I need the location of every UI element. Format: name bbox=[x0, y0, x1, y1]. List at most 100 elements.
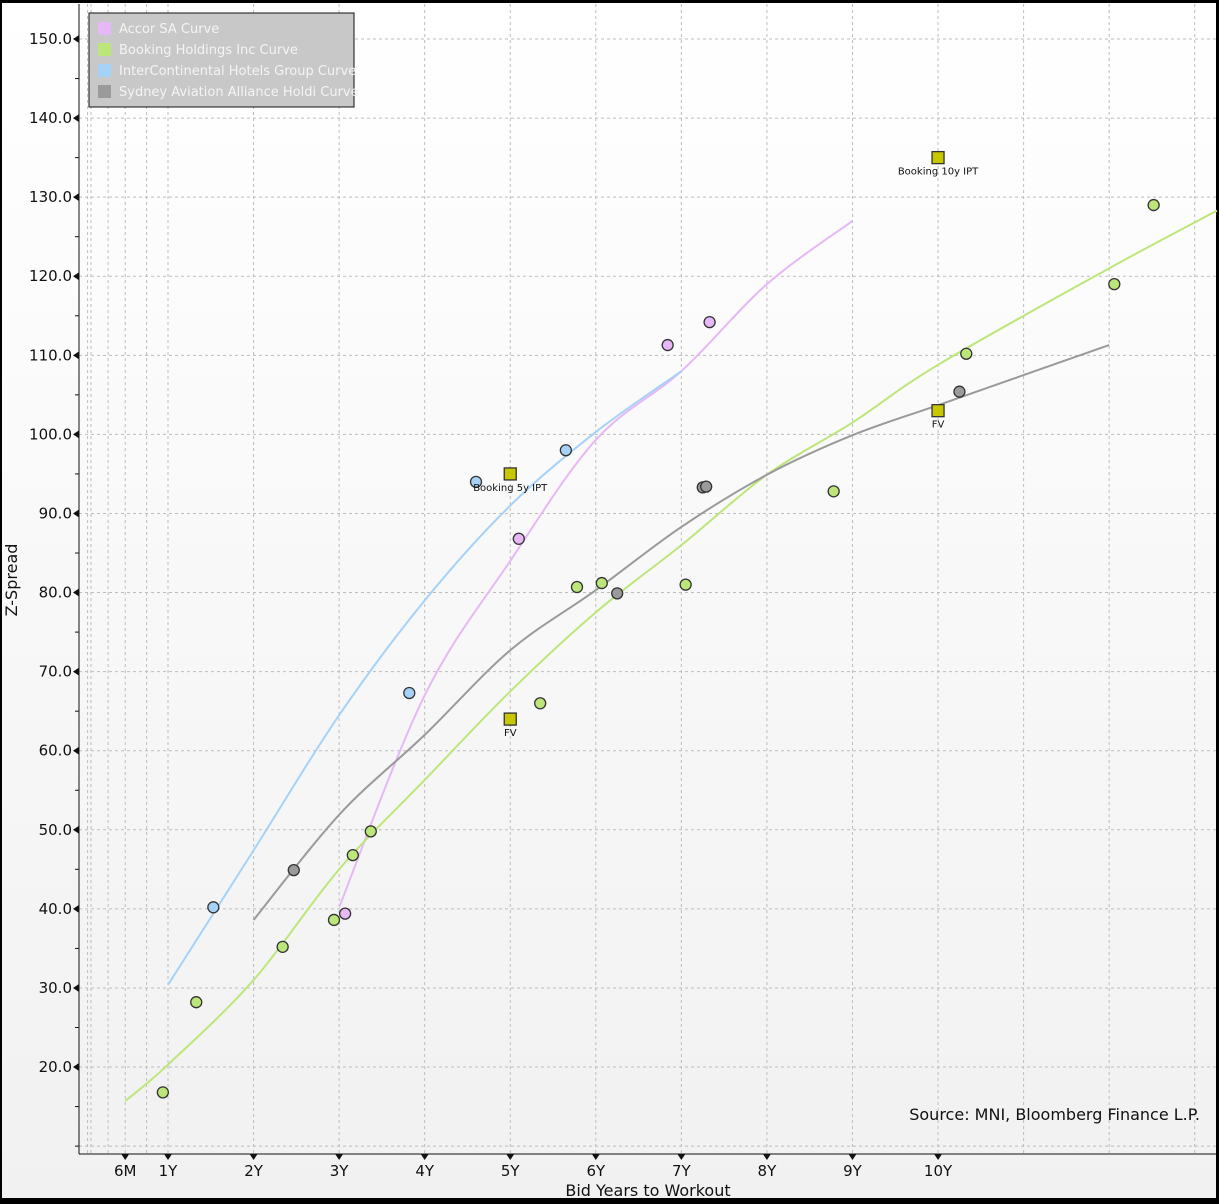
data-point bbox=[512, 532, 525, 545]
curves bbox=[124, 209, 1218, 1102]
y-tick-mark bbox=[73, 904, 79, 913]
legend-swatch bbox=[98, 43, 111, 56]
data-point bbox=[287, 863, 300, 877]
y-tick-mark bbox=[73, 667, 79, 676]
y-tick-label: 60.0 bbox=[39, 742, 72, 760]
data-point bbox=[953, 385, 966, 398]
y-tick-label: 90.0 bbox=[39, 504, 72, 522]
x-tick-label: 2Y bbox=[244, 1162, 264, 1180]
y-tick-label: 80.0 bbox=[39, 584, 72, 602]
x-tick-label: 1Y bbox=[159, 1162, 179, 1180]
series-curve bbox=[124, 209, 1218, 1102]
y-tick-label: 40.0 bbox=[39, 900, 72, 918]
y-axis-title: Z-Spread bbox=[2, 544, 21, 617]
x-tick-label: 7Y bbox=[672, 1162, 692, 1180]
x-tick-mark bbox=[848, 1154, 857, 1160]
marker-label: FV bbox=[504, 728, 517, 739]
data-point bbox=[679, 578, 692, 591]
y-tick-mark bbox=[73, 351, 79, 360]
data-point bbox=[661, 338, 674, 352]
y-tick-label: 110.0 bbox=[29, 346, 72, 364]
legend-label: Sydney Aviation Alliance Holdi Curve bbox=[119, 85, 359, 100]
data-point bbox=[276, 940, 289, 953]
data-point bbox=[156, 1086, 170, 1099]
x-tick-mark bbox=[677, 1154, 686, 1160]
x-tick-mark bbox=[164, 1154, 172, 1160]
data-point bbox=[1108, 277, 1121, 291]
marker-label: FV bbox=[932, 420, 945, 431]
y-tick-label: 100.0 bbox=[29, 425, 72, 443]
legend-swatch bbox=[98, 85, 111, 98]
data-point bbox=[559, 444, 573, 457]
data-point bbox=[534, 697, 547, 710]
x-tick-label: 6M bbox=[114, 1162, 137, 1180]
legend: Accor SA Curve Booking Holdings Inc Curve… bbox=[88, 12, 359, 108]
x-axis-title: Bid Years to Workout bbox=[565, 1181, 730, 1200]
data-point bbox=[595, 576, 608, 590]
y-tick-label: 140.0 bbox=[29, 109, 72, 127]
x-tick-mark bbox=[934, 1154, 943, 1160]
data-point bbox=[570, 580, 584, 594]
data-point bbox=[346, 848, 359, 862]
data-point bbox=[1147, 198, 1160, 212]
source-note: Source: MNI, Bloomberg Finance L.P. bbox=[909, 1105, 1200, 1124]
x-tick-label: 6Y bbox=[586, 1162, 606, 1180]
y-tick-mark bbox=[73, 193, 79, 202]
data-point bbox=[364, 825, 377, 838]
marker-label: Booking 5y IPT bbox=[473, 483, 548, 494]
legend-label: Booking Holdings Inc Curve bbox=[119, 43, 298, 58]
target-marker bbox=[503, 712, 517, 726]
y-tick-label: 50.0 bbox=[39, 821, 72, 839]
y-tick-label: 150.0 bbox=[29, 30, 72, 48]
y-tick-mark bbox=[73, 1063, 79, 1072]
legend-label: Accor SA Curve bbox=[119, 22, 219, 37]
data-point bbox=[827, 485, 840, 498]
x-tick-mark bbox=[121, 1154, 130, 1160]
series-curve bbox=[338, 220, 854, 908]
series-curve bbox=[167, 370, 682, 986]
y-tick-mark bbox=[73, 272, 79, 281]
y-tick-mark bbox=[73, 983, 79, 992]
y-tick-label: 120.0 bbox=[29, 267, 72, 285]
x-tick-label: 8Y bbox=[758, 1162, 778, 1180]
y-tick-label: 20.0 bbox=[39, 1058, 72, 1076]
data-point bbox=[611, 587, 624, 600]
data-point bbox=[338, 907, 352, 920]
y-tick-label: 130.0 bbox=[29, 188, 72, 206]
x-tick-label: 9Y bbox=[843, 1162, 863, 1180]
x-tick-mark bbox=[591, 1154, 600, 1160]
marker-label: Booking 10y IPT bbox=[898, 167, 979, 178]
target-marker bbox=[503, 467, 517, 481]
y-tick-label: 30.0 bbox=[39, 979, 72, 997]
x-tick-label: 10Y bbox=[924, 1162, 953, 1180]
x-tick-mark bbox=[506, 1154, 515, 1160]
x-tick-label: 5Y bbox=[501, 1162, 521, 1180]
x-tick-label: 3Y bbox=[330, 1162, 350, 1180]
target-marker bbox=[931, 150, 945, 165]
y-tick-mark bbox=[73, 114, 79, 123]
y-tick-mark bbox=[73, 509, 79, 518]
y-tick-mark bbox=[73, 430, 79, 439]
data-point bbox=[190, 996, 203, 1009]
series-curve bbox=[252, 344, 1110, 921]
axes: 20.0 30.0 40.0 50.0 60.0 70.0 80.0 90.0 100.0 110… bbox=[29, 4, 1216, 1180]
data-point bbox=[207, 901, 220, 914]
data-point bbox=[469, 475, 483, 488]
target-marker bbox=[931, 404, 945, 418]
y-tick-mark bbox=[73, 588, 79, 597]
x-tick-mark bbox=[420, 1154, 429, 1160]
data-point bbox=[403, 686, 416, 700]
x-tick-label: 4Y bbox=[415, 1162, 435, 1180]
y-tick-mark bbox=[73, 35, 79, 43]
x-tick-mark bbox=[762, 1154, 771, 1160]
legend-label: InterContinental Hotels Group Curve bbox=[119, 64, 356, 79]
data-point bbox=[327, 913, 341, 927]
y-tick-mark bbox=[73, 746, 79, 755]
legend-swatch bbox=[98, 64, 111, 77]
data-point bbox=[703, 315, 716, 329]
y-tick-label: 70.0 bbox=[39, 663, 72, 681]
x-tick-mark bbox=[335, 1154, 344, 1160]
points bbox=[156, 198, 1160, 1099]
legend-swatch bbox=[98, 22, 111, 35]
